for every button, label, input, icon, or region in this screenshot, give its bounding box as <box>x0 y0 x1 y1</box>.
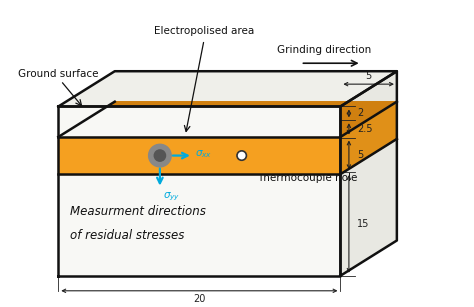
Polygon shape <box>58 102 397 137</box>
Text: 5: 5 <box>357 150 364 160</box>
Circle shape <box>154 150 165 161</box>
Text: 5: 5 <box>365 71 372 81</box>
Text: $\sigma_{yy}$: $\sigma_{yy}$ <box>163 191 180 203</box>
Text: $\sigma_{xx}$: $\sigma_{xx}$ <box>195 148 212 160</box>
Text: 15: 15 <box>357 219 370 229</box>
Text: of residual stresses: of residual stresses <box>70 229 184 242</box>
Text: Electropolised area: Electropolised area <box>154 26 254 36</box>
Polygon shape <box>58 107 340 276</box>
Text: 2: 2 <box>357 108 364 119</box>
Circle shape <box>237 151 246 160</box>
Text: Measurment directions: Measurment directions <box>70 205 206 218</box>
Text: Grinding direction: Grinding direction <box>277 45 371 55</box>
Polygon shape <box>58 71 397 107</box>
Circle shape <box>149 144 171 167</box>
Polygon shape <box>58 137 340 174</box>
Text: Ground surface: Ground surface <box>18 68 99 79</box>
Text: 2.5: 2.5 <box>357 124 373 134</box>
Polygon shape <box>340 71 397 276</box>
Text: Thermocouple hole: Thermocouple hole <box>257 173 357 184</box>
Text: 20: 20 <box>193 294 206 304</box>
Polygon shape <box>340 102 397 174</box>
